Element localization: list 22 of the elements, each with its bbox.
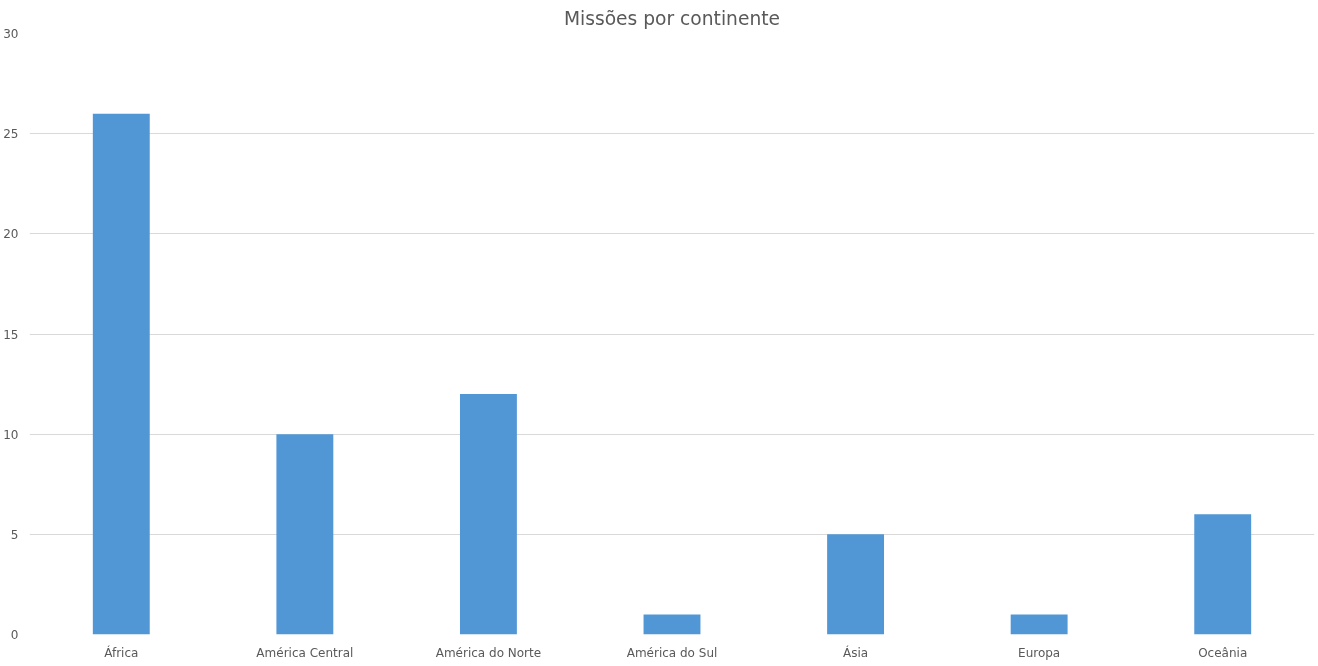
bar xyxy=(459,394,517,635)
y-tick-label: 30 xyxy=(3,27,19,41)
bar xyxy=(1010,614,1068,635)
y-tick-label: 25 xyxy=(3,127,19,142)
chart-title: Missões por continente xyxy=(563,7,781,29)
x-tick-label: América Central xyxy=(256,645,354,660)
x-tick-label: América do Sul xyxy=(626,645,718,660)
y-tick-label: 15 xyxy=(3,327,19,342)
x-tick-label: Oceânia xyxy=(1198,645,1248,660)
x-tick-label: Europa xyxy=(1018,645,1061,660)
y-tick-label: 20 xyxy=(3,227,19,242)
x-tick-label: África xyxy=(104,644,139,660)
bar xyxy=(643,614,701,635)
y-tick-label: 10 xyxy=(3,427,19,442)
bar xyxy=(827,534,885,635)
bar xyxy=(276,434,334,635)
bar xyxy=(1194,514,1252,635)
y-tick-label: 0 xyxy=(10,628,19,642)
bar xyxy=(92,113,150,635)
x-tick-label: Ásia xyxy=(843,644,869,660)
y-tick-label: 5 xyxy=(10,527,19,542)
x-tick-label: América do Norte xyxy=(435,645,542,660)
